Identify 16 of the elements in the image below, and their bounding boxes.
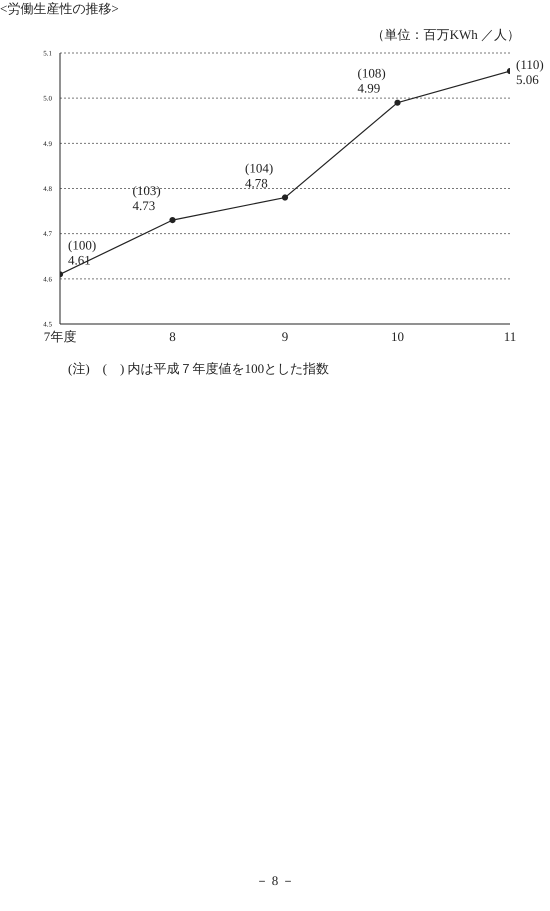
- x-tick-label: 9: [282, 329, 288, 344]
- data-label: (108) 4.99: [358, 66, 386, 96]
- text: (注) ( ) 内は平成７年度値を100とした指数: [68, 360, 330, 378]
- x-tick-label: 8: [169, 329, 176, 344]
- point: [282, 194, 288, 201]
- x-tick-label: 10: [391, 329, 404, 344]
- x-tick-label: 11: [504, 329, 516, 344]
- y-axis-title: （単位：百万KWh ／人）: [372, 26, 520, 44]
- text: － 8 －: [254, 872, 296, 890]
- chart-title: <労働生産性の推移>: [0, 0, 119, 18]
- data-label: (110) 5.06: [516, 57, 544, 88]
- point: [394, 100, 401, 106]
- data-label: (104) 4.78: [245, 160, 274, 191]
- x-tick-label: 7年度: [44, 329, 76, 344]
- data-label: (103) 4.73: [132, 183, 161, 214]
- point: [169, 217, 176, 224]
